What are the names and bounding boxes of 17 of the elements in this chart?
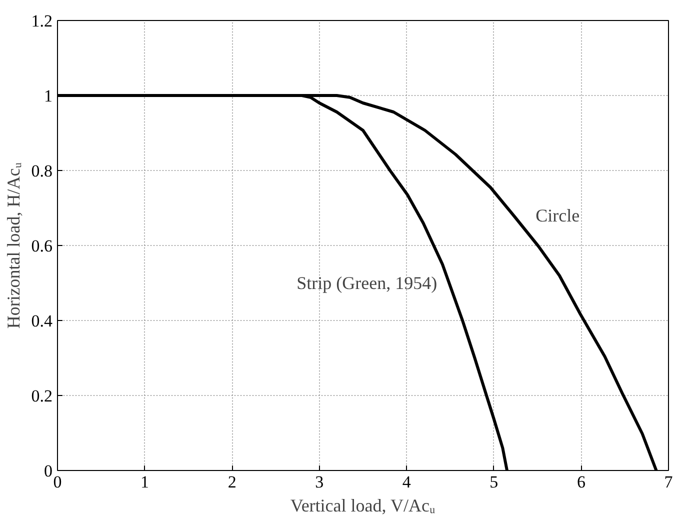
y-tick-label: 0.6 [31, 236, 52, 256]
x-tick-label: 6 [576, 472, 586, 492]
y-tick-label: 0.8 [31, 162, 52, 180]
x-tick-label: 7 [664, 472, 674, 492]
x-tick-label: 3 [315, 472, 324, 492]
x-tick-label: 1 [140, 472, 150, 492]
x-tick-label: 4 [402, 472, 412, 492]
x-tick-label: 5 [490, 472, 498, 492]
y-tick-label: 1.2 [31, 12, 52, 30]
y-tick-label: 1 [44, 86, 52, 106]
series-label: Circle [536, 206, 580, 226]
x-axis-title: Vertical load, V/Acᵤ [290, 496, 436, 516]
y-tick-label: 0.2 [31, 386, 52, 406]
y-axis-title: Horizontal load, H/Acᵤ [3, 162, 24, 329]
y-tick-label: 0.4 [31, 312, 53, 330]
series-label: Strip (Green, 1954) [296, 273, 438, 293]
x-tick-label: 2 [228, 472, 236, 492]
